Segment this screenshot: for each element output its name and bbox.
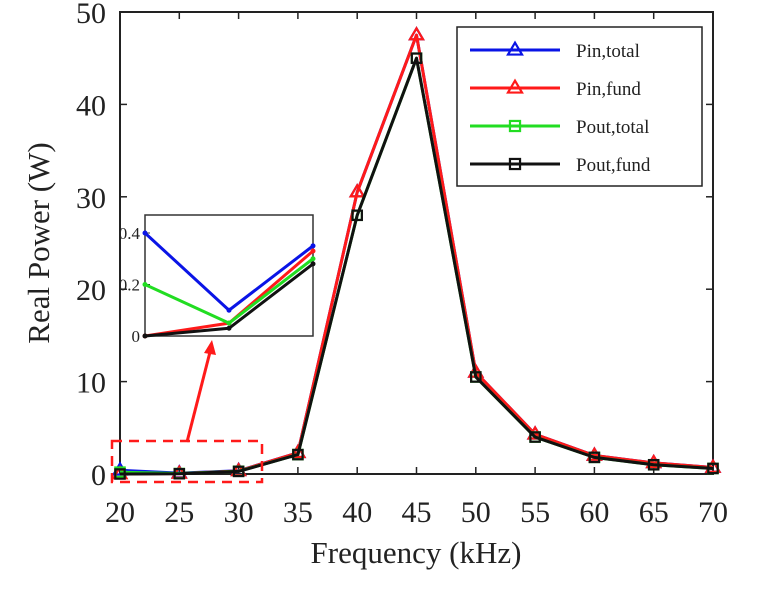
data-point [707,462,719,475]
inset-data-point [142,333,148,339]
legend-item: Pout,fund [470,155,651,176]
zoom-arrow-head [204,340,216,355]
data-point [410,52,423,64]
legend-item: Pin,total [470,40,640,62]
legend-item: Pin,fund [470,78,641,100]
inset-data-point [226,307,232,313]
data-point [173,467,186,480]
data-point [289,443,307,459]
main-series-group [111,26,722,480]
inset-data-point [142,282,148,287]
x-tick-label: 65 [639,496,669,529]
data-point [408,26,425,41]
zoom-arrow-line [185,351,212,443]
x-axis-title: Frequency (kHz) [311,535,522,570]
y-tick-label: 30 [76,182,106,215]
y-tick-label: 20 [76,274,106,307]
inset-y-tick-label: 0 [132,327,141,346]
legend-marker [506,40,524,56]
inset-data-point [226,320,232,326]
legend-label: Pout,total [576,117,649,138]
data-point [588,451,601,464]
legend-marker [506,78,524,94]
inset-data-point [142,230,148,236]
data-point [232,465,245,478]
x-tick-label: 30 [224,496,254,529]
data-point [292,448,304,461]
data-point [470,371,482,383]
inset-series-group [142,230,316,339]
inset-data-point [226,325,232,331]
data-point [704,458,722,473]
x-tick-label: 55 [520,496,550,529]
y-tick-label: 0 [91,459,106,492]
inset-data-point [310,243,316,249]
x-tick-label: 25 [164,496,194,529]
y-axis-title: Real Power (W) [21,142,56,343]
data-point [348,183,366,198]
legend-marker [508,157,522,171]
x-tick-label: 50 [461,496,491,529]
x-tick-label: 20 [105,496,135,529]
data-point [647,458,660,471]
inset-data-point [310,256,316,262]
legend-label: Pout,fund [576,155,651,176]
legend-box [456,26,703,187]
x-tick-label: 40 [342,496,372,529]
legend-item: Pout,total [470,117,649,138]
inset-data-point [310,261,316,267]
data-point [114,468,126,480]
x-tick-label: 70 [698,496,728,529]
legend-label: Pin,fund [576,79,641,100]
main-axis-ticks: 20 25 30 35 40 45 50 55 60 65 70 0 10 20 30 40 50 [76,0,728,529]
data-point [585,446,603,461]
legend-marker [508,119,522,133]
series-pout-fund [114,52,719,480]
series-line [119,56,714,476]
inset-y-tick-label: 0.4 [119,224,141,243]
legend-label: Pin,total [576,41,640,62]
x-tick-label: 35 [283,496,313,529]
data-point [351,209,363,222]
legend: Pin,total Pin,fund Pout,total Pout,fund [470,40,651,176]
y-tick-label: 40 [76,89,106,122]
inset-frame [144,214,314,337]
data-point [645,453,663,469]
y-tick-label: 10 [76,367,106,400]
y-tick-label: 50 [76,0,106,30]
inset-y-tick-label: 0.2 [119,276,140,295]
inset-data-point [310,248,316,254]
x-tick-label: 60 [579,496,609,529]
x-tick-label: 45 [402,496,432,529]
data-point [529,431,541,443]
